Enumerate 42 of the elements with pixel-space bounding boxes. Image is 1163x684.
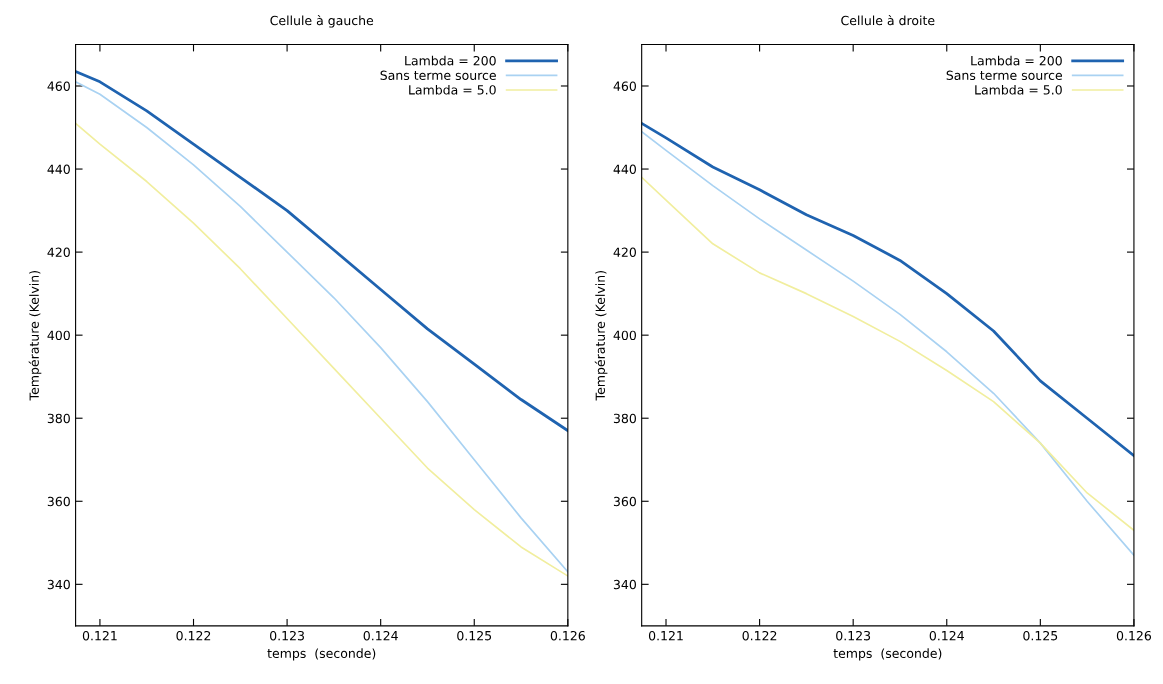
y-tick-label: 440 (613, 164, 636, 174)
x-tick-label: 0.124 (929, 630, 964, 641)
y-tick-label: 380 (613, 413, 636, 424)
x-tick-label: 0.121 (82, 630, 117, 641)
y-axis-title: Température (Kelvin) (594, 271, 608, 401)
x-tick-label: 0.126 (550, 630, 585, 641)
y-tick-label: 440 (47, 164, 70, 174)
y-tick-label: 420 (47, 247, 70, 258)
x-tick-label: 0.123 (270, 630, 304, 641)
y-tick-label: 460 (613, 81, 636, 91)
y-tick-label: 360 (47, 496, 70, 507)
x-tick-label: 0.126 (1116, 630, 1152, 641)
y-tick-label: 340 (47, 579, 70, 590)
x-axis-title: temps (seconde) (833, 648, 942, 661)
legend-label: Sans terme source (946, 70, 1063, 80)
x-tick-label: 0.123 (836, 630, 871, 641)
y-tick-label: 360 (613, 496, 636, 507)
x-tick-label: 0.122 (176, 630, 211, 641)
legend-label: Lambda = 5.0 (975, 84, 1062, 95)
x-tick-label: 0.124 (363, 630, 398, 641)
line-series (75, 70, 568, 433)
legend-label: Lambda = 5.0 (409, 84, 496, 95)
chart-title: Cellule à gauche (270, 15, 374, 28)
x-tick-label: 0.125 (1023, 630, 1058, 641)
y-axis-title: Température (Kelvin) (28, 271, 42, 401)
x-tick-label: 0.121 (648, 630, 683, 641)
y-tick-label: 460 (47, 81, 70, 91)
x-tick-label: 0.122 (742, 630, 777, 641)
line-series (641, 130, 1134, 557)
line-series (641, 121, 1134, 457)
y-tick-label: 380 (47, 413, 70, 424)
legend-label: Sans terme source (380, 70, 496, 80)
x-axis-title: temps (seconde) (267, 648, 376, 661)
legend-label: Lambda = 200 (971, 55, 1062, 66)
y-tick-label: 400 (47, 330, 70, 341)
x-tick-label: 0.125 (457, 630, 492, 641)
y-tick-label: 400 (613, 330, 636, 341)
chart-title: Cellule à droite (841, 15, 935, 26)
y-tick-label: 420 (613, 247, 636, 258)
line-series (641, 176, 1134, 532)
legend-label: Lambda = 200 (405, 55, 496, 66)
y-tick-label: 340 (613, 579, 636, 590)
